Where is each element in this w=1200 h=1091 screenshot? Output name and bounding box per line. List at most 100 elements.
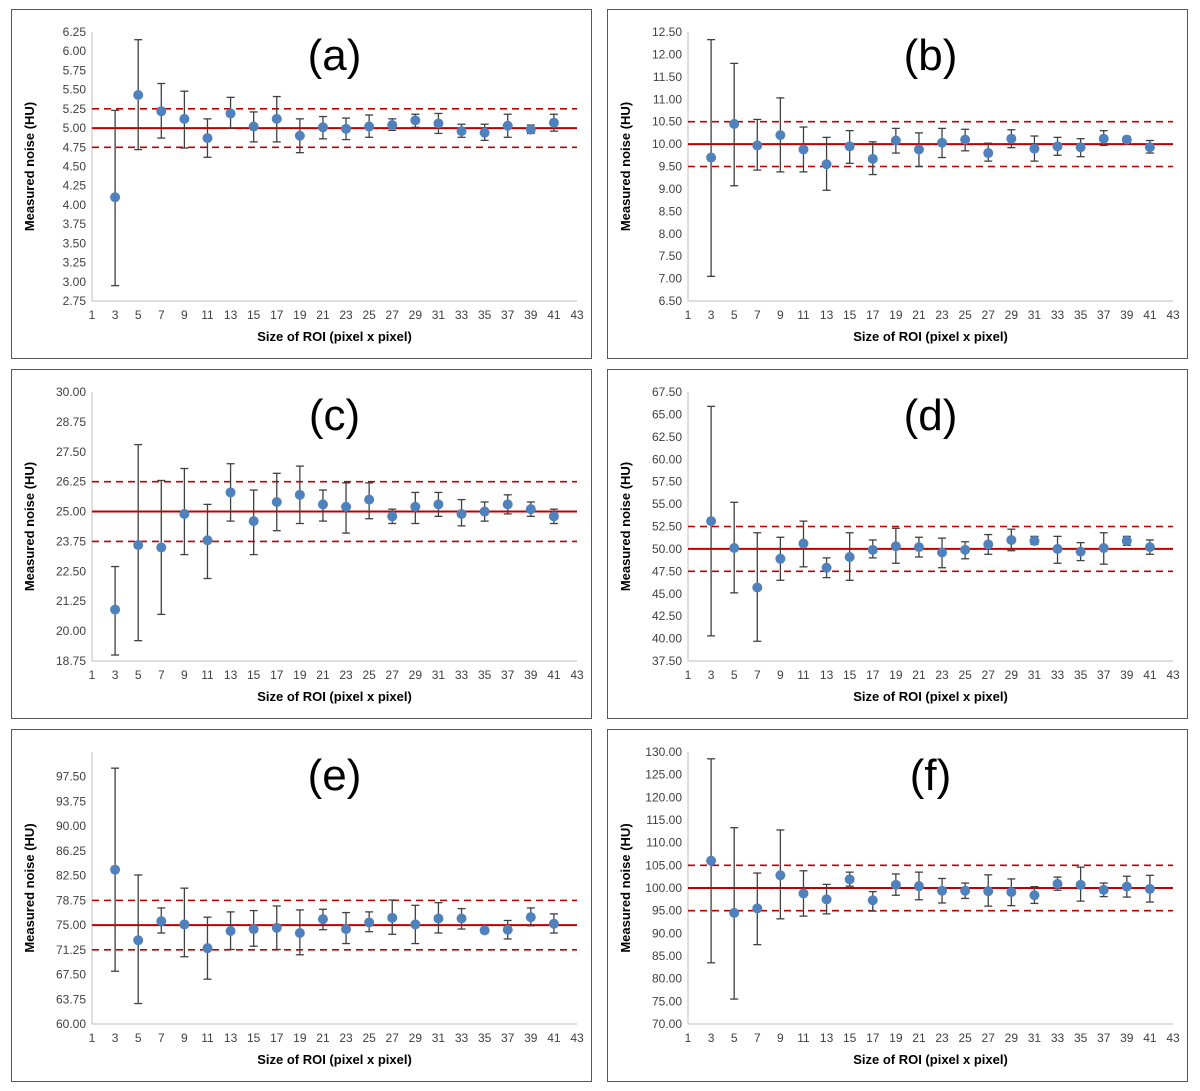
y-tick-label: 60.00 bbox=[56, 1017, 86, 1031]
data-point bbox=[752, 140, 763, 151]
x-axis-title: Size of ROI (pixel x pixel) bbox=[853, 689, 1008, 704]
y-tick-label: 65.00 bbox=[652, 407, 682, 421]
x-tick-label: 11 bbox=[797, 1031, 810, 1045]
data-point bbox=[433, 499, 444, 510]
data-point bbox=[317, 122, 328, 133]
x-tick-label: 3 bbox=[112, 308, 119, 322]
x-tick-label: 17 bbox=[270, 308, 284, 322]
data-point bbox=[706, 855, 717, 866]
data-point bbox=[248, 121, 259, 132]
data-point bbox=[1075, 879, 1086, 890]
data-point bbox=[294, 489, 305, 500]
data-point bbox=[294, 928, 305, 939]
data-point bbox=[525, 504, 536, 515]
x-axis-title: Size of ROI (pixel x pixel) bbox=[257, 689, 412, 704]
y-tick-label: 40.00 bbox=[652, 632, 682, 646]
data-point bbox=[1075, 546, 1086, 557]
y-tick-label: 30.00 bbox=[56, 385, 86, 399]
x-tick-label: 7 bbox=[158, 668, 165, 682]
x-tick-label: 41 bbox=[547, 668, 561, 682]
data-point bbox=[1121, 535, 1132, 546]
x-tick-label: 9 bbox=[777, 308, 784, 322]
x-tick-label: 23 bbox=[935, 668, 949, 682]
data-point bbox=[317, 499, 328, 510]
y-tick-label: 50.00 bbox=[652, 542, 682, 556]
data-point bbox=[225, 487, 236, 498]
x-tick-label: 27 bbox=[982, 668, 996, 682]
x-tick-label: 11 bbox=[201, 308, 214, 322]
data-point bbox=[890, 879, 901, 890]
x-tick-label: 25 bbox=[362, 668, 376, 682]
data-point bbox=[271, 496, 282, 507]
data-point bbox=[202, 943, 213, 954]
data-point bbox=[1098, 884, 1109, 895]
x-tick-label: 39 bbox=[524, 308, 538, 322]
x-tick-label: 15 bbox=[247, 1031, 261, 1045]
data-point bbox=[179, 113, 190, 124]
chart-svg: (c) 18.75 20.00 21.25 22.50 23.75 25.00 26.25 27… bbox=[22, 385, 584, 704]
data-point bbox=[110, 864, 121, 875]
data-point bbox=[364, 494, 375, 505]
data-point bbox=[752, 582, 763, 593]
x-tick-label: 11 bbox=[201, 668, 214, 682]
data-point bbox=[479, 506, 490, 517]
data-point bbox=[225, 108, 236, 119]
x-tick-label: 1 bbox=[89, 308, 96, 322]
x-tick-label: 29 bbox=[1005, 308, 1019, 322]
y-tick-label: 67.50 bbox=[652, 385, 682, 399]
data-point bbox=[271, 922, 282, 933]
data-point bbox=[983, 886, 994, 897]
x-tick-label: 37 bbox=[501, 1031, 515, 1045]
data-point bbox=[775, 870, 786, 881]
y-tick-label: 2.75 bbox=[63, 294, 87, 308]
x-tick-label: 9 bbox=[777, 1031, 784, 1045]
data-point bbox=[1098, 133, 1109, 144]
data-point bbox=[1075, 142, 1086, 153]
y-tick-label: 90.00 bbox=[56, 819, 86, 833]
data-point bbox=[960, 134, 971, 145]
y-tick-label: 21.25 bbox=[56, 594, 86, 608]
data-point bbox=[410, 115, 421, 126]
y-tick-label: 47.50 bbox=[652, 564, 682, 578]
x-tick-label: 37 bbox=[1097, 308, 1111, 322]
x-tick-label: 1 bbox=[685, 668, 692, 682]
chart-svg: (a) 2.75 3.00 3.25 3.50 3.75 4.00 4.25 4.50 4.75 5… bbox=[22, 25, 584, 344]
data-point bbox=[456, 913, 467, 924]
x-tick-label: 39 bbox=[1120, 1031, 1134, 1045]
data-point bbox=[890, 541, 901, 552]
data-point bbox=[706, 516, 717, 527]
y-tick-label: 10.00 bbox=[652, 137, 682, 151]
data-point bbox=[364, 121, 375, 132]
data-point bbox=[844, 551, 855, 562]
data-point bbox=[248, 516, 259, 527]
data-point bbox=[775, 553, 786, 564]
x-tick-label: 21 bbox=[912, 308, 926, 322]
chart-svg: (f) 70.00 75.00 80.00 85.00 90.00 95.00 100.00 1… bbox=[618, 745, 1180, 1067]
y-tick-label: 75.00 bbox=[652, 994, 682, 1008]
x-tick-label: 17 bbox=[866, 668, 880, 682]
y-tick-label: 9.00 bbox=[659, 182, 683, 196]
x-tick-label: 25 bbox=[958, 668, 972, 682]
data-point bbox=[844, 141, 855, 152]
x-tick-label: 7 bbox=[158, 308, 165, 322]
x-tick-label: 11 bbox=[797, 668, 810, 682]
data-point bbox=[271, 113, 282, 124]
y-tick-label: 26.25 bbox=[56, 475, 86, 489]
y-tick-label: 70.00 bbox=[652, 1017, 682, 1031]
x-tick-label: 23 bbox=[935, 1031, 949, 1045]
y-tick-label: 90.00 bbox=[652, 926, 682, 940]
data-point bbox=[983, 148, 994, 159]
x-tick-label: 13 bbox=[820, 668, 834, 682]
x-tick-label: 13 bbox=[224, 668, 238, 682]
y-tick-label: 95.00 bbox=[652, 904, 682, 918]
x-tick-label: 33 bbox=[455, 308, 469, 322]
panel-title: (e) bbox=[308, 751, 362, 800]
y-tick-label: 18.75 bbox=[56, 654, 86, 668]
x-tick-label: 29 bbox=[1005, 1031, 1019, 1045]
x-tick-label: 23 bbox=[339, 308, 353, 322]
x-tick-label: 9 bbox=[181, 668, 188, 682]
y-tick-label: 110.00 bbox=[646, 836, 682, 850]
y-tick-label: 82.50 bbox=[56, 869, 86, 883]
y-tick-label: 55.00 bbox=[652, 497, 682, 511]
x-tick-label: 43 bbox=[1166, 668, 1180, 682]
